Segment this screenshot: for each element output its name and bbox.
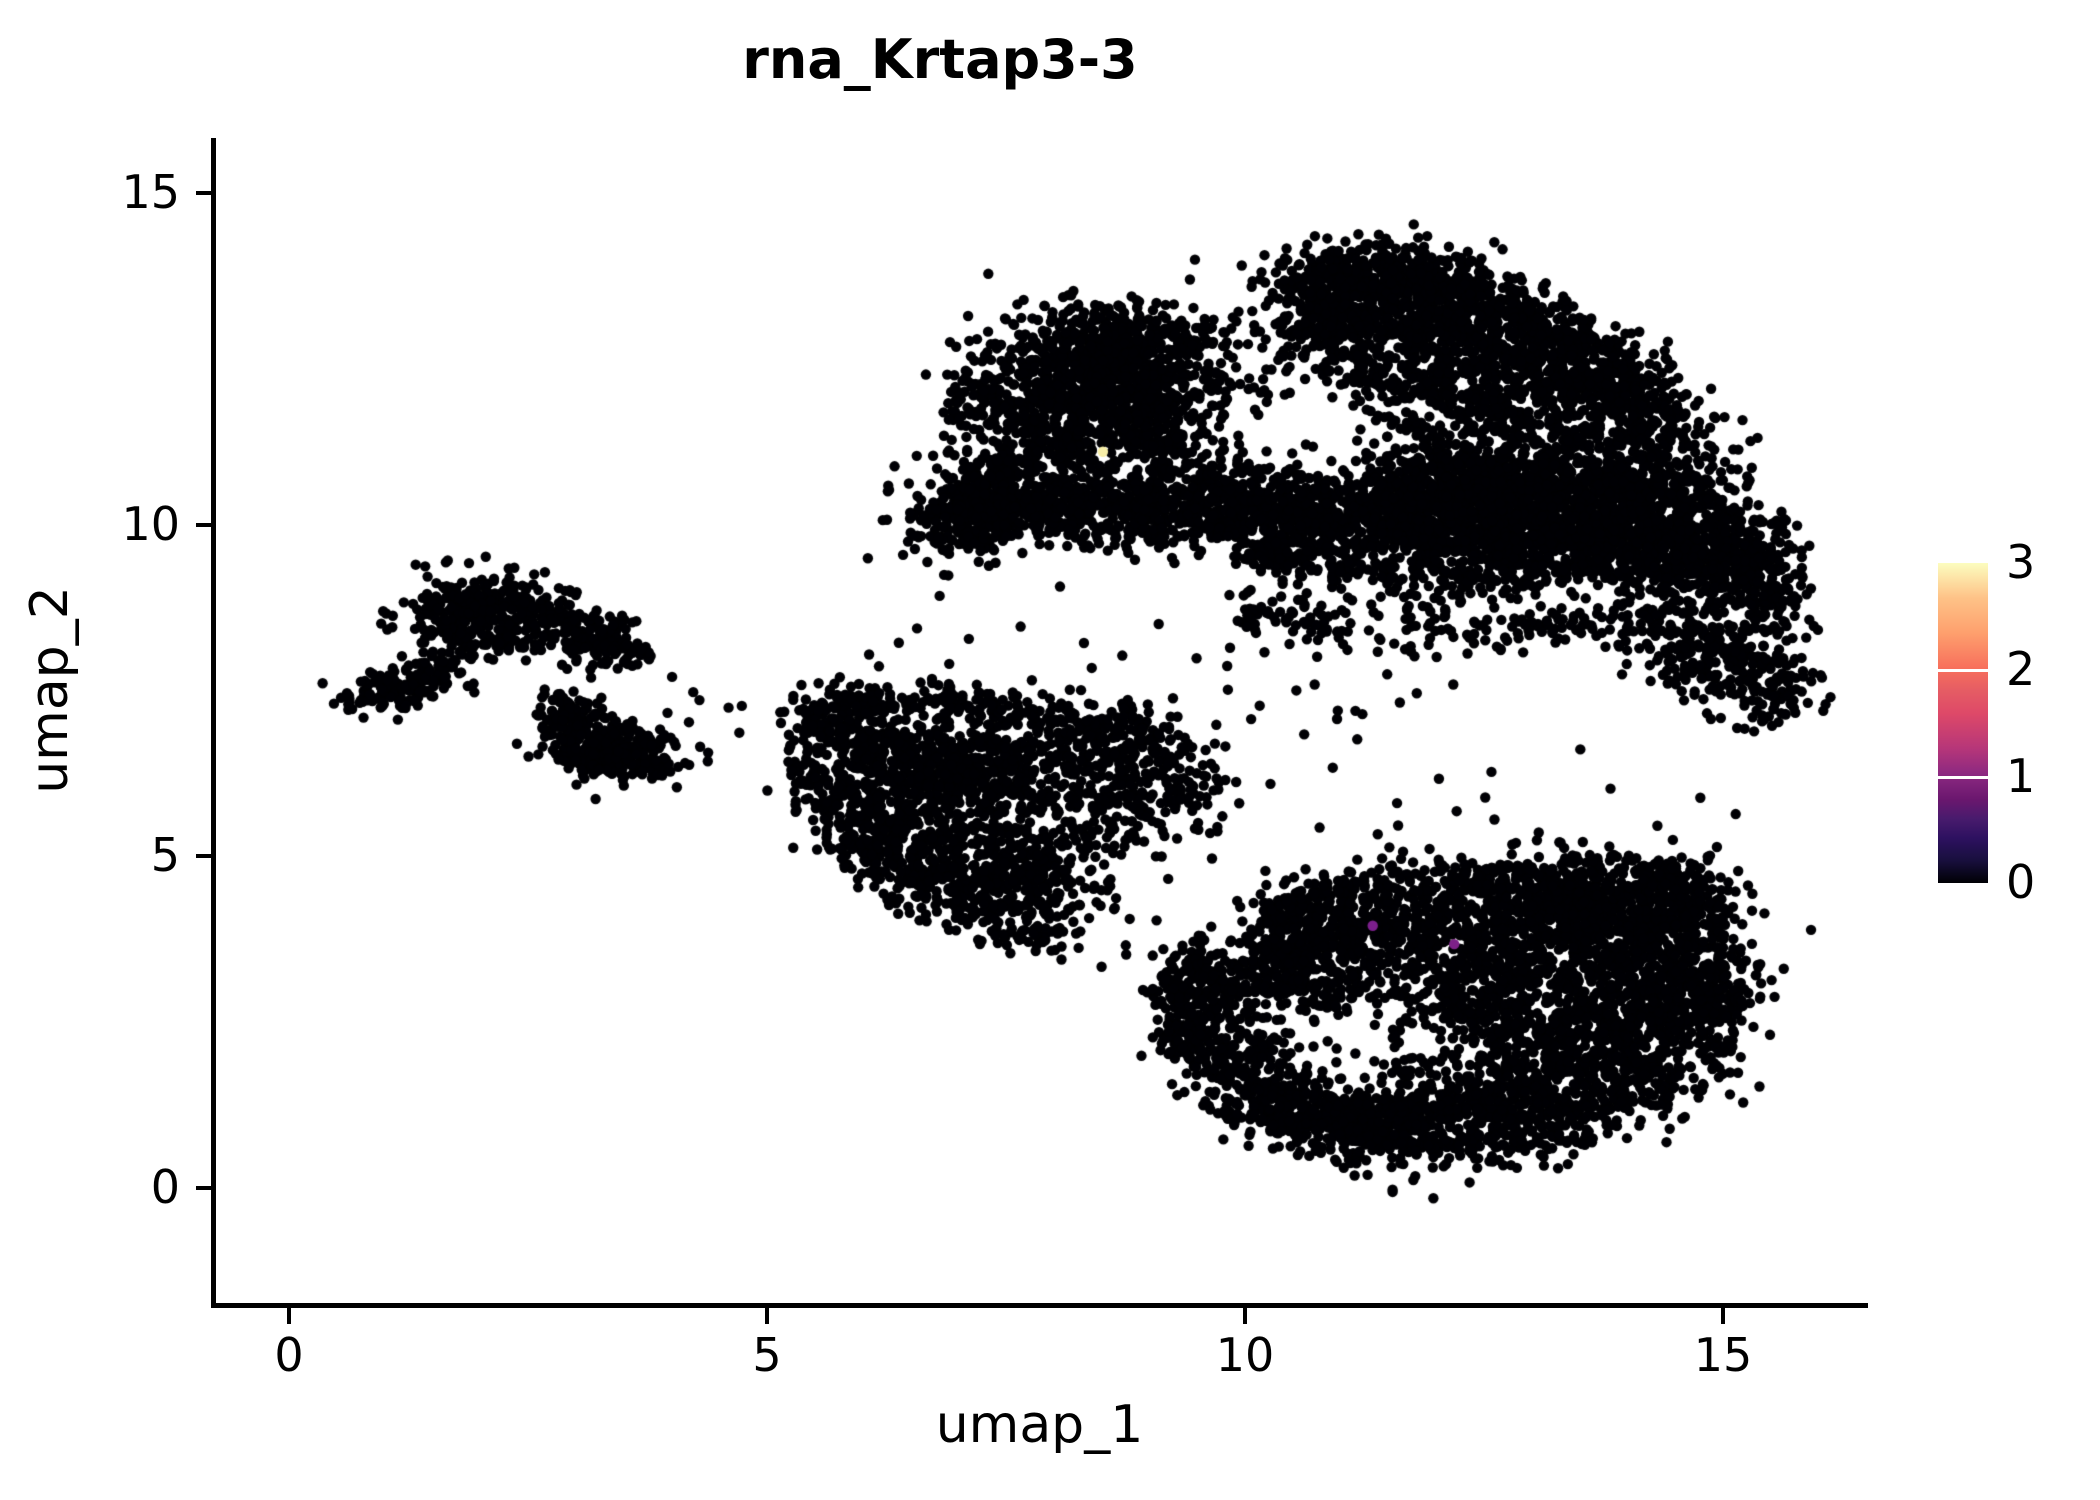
page-title: rna_Krtap3-3 — [742, 28, 1138, 91]
y-tick-mark-10 — [196, 523, 212, 527]
y-tick-label-15: 15 — [121, 165, 180, 219]
y-tick-label-0: 0 — [150, 1160, 180, 1214]
y-tick-mark-0 — [196, 1186, 212, 1190]
y-tick-mark-15 — [196, 191, 212, 195]
x-axis-label: umap_1 — [935, 1395, 1144, 1455]
x-tick-mark-10 — [1243, 1308, 1247, 1324]
colorbar-label-1: 1 — [2006, 749, 2036, 803]
colorbar-label-0: 0 — [2006, 855, 2036, 909]
x-tick-label-15: 15 — [1693, 1328, 1753, 1382]
x-tick-mark-15 — [1721, 1308, 1725, 1324]
colorbar: 3 2 1 0 — [1938, 539, 2098, 905]
colorbar-label-3: 3 — [2006, 535, 2036, 589]
x-tick-label-0: 0 — [274, 1328, 304, 1382]
y-tick-mark-5 — [196, 854, 212, 858]
scatter-plot-canvas — [211, 140, 1868, 1306]
colorbar-tick-1 — [1938, 776, 1988, 779]
y-axis-label: umap_2 — [20, 586, 80, 794]
x-tick-label-5: 5 — [752, 1328, 782, 1382]
x-tick-mark-0 — [287, 1308, 291, 1324]
y-tick-label-10: 10 — [121, 497, 180, 551]
x-tick-mark-5 — [765, 1308, 769, 1324]
colorbar-tick-2 — [1938, 669, 1988, 672]
colorbar-label-2: 2 — [2006, 642, 2036, 696]
colorbar-gradient — [1938, 563, 1988, 883]
x-tick-label-10: 10 — [1215, 1328, 1275, 1382]
y-tick-label-5: 5 — [150, 828, 180, 882]
